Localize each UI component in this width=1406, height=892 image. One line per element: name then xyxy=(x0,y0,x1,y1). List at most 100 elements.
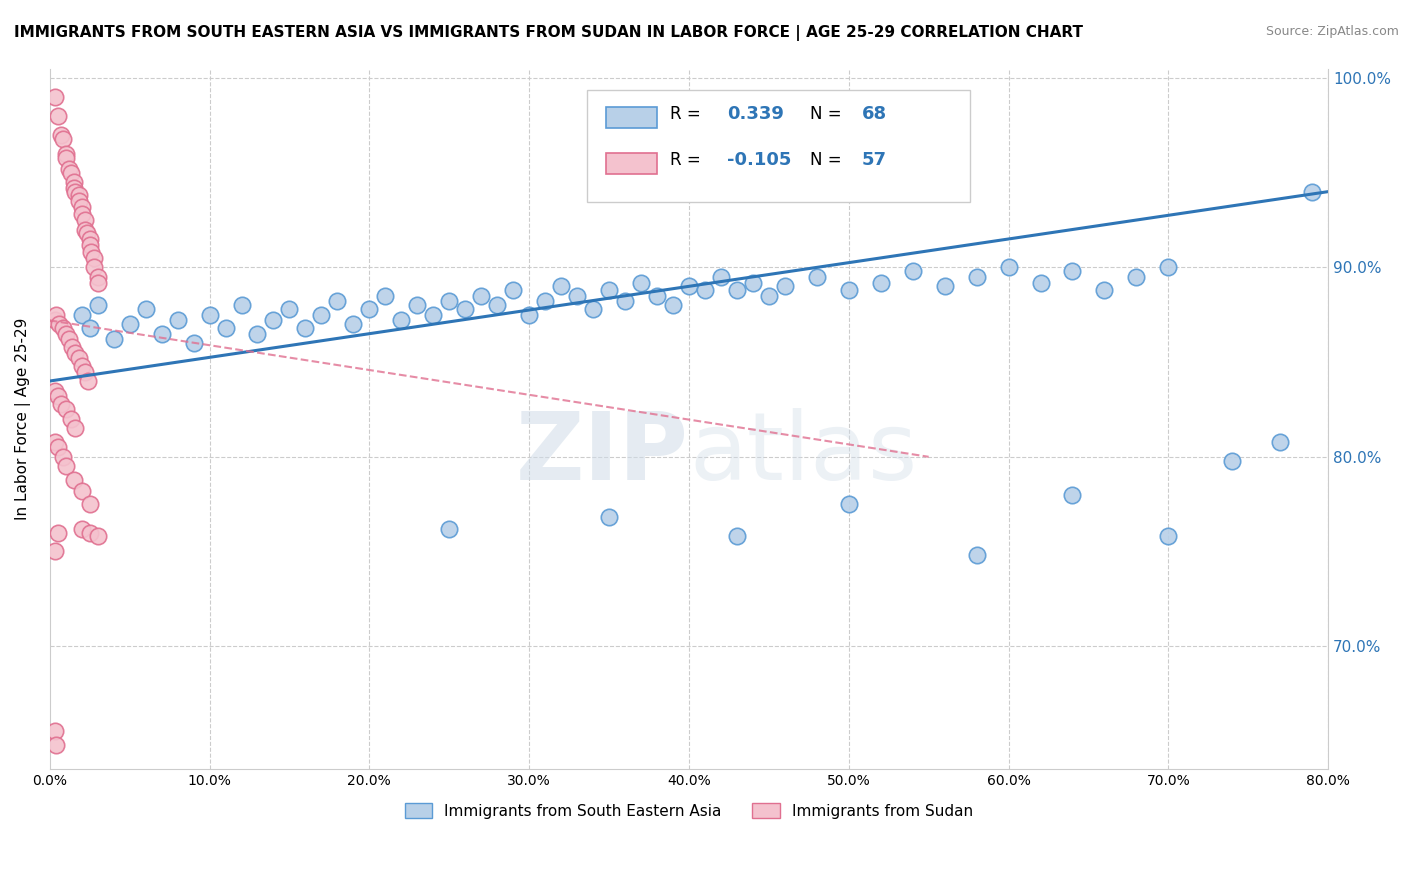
Point xyxy=(65,345,87,359)
Point xyxy=(198,308,221,322)
Legend: Immigrants from South Eastern Asia, Immigrants from Sudan: Immigrants from South Eastern Asia, Immi… xyxy=(398,797,980,825)
Point xyxy=(630,276,652,290)
Point xyxy=(406,298,429,312)
Text: N =: N = xyxy=(810,151,848,169)
Point xyxy=(901,264,924,278)
Point xyxy=(46,109,69,123)
Point xyxy=(79,497,101,511)
Point xyxy=(135,301,157,316)
Point xyxy=(83,260,105,275)
Point xyxy=(83,251,105,265)
Point xyxy=(838,283,860,297)
Point xyxy=(502,283,524,297)
Point xyxy=(1029,276,1052,290)
Point xyxy=(73,222,96,236)
Point xyxy=(59,412,82,426)
Y-axis label: In Labor Force | Age 25-29: In Labor Force | Age 25-29 xyxy=(15,318,31,520)
Point xyxy=(422,308,444,322)
Text: IMMIGRANTS FROM SOUTH EASTERN ASIA VS IMMIGRANTS FROM SUDAN IN LABOR FORCE | AGE: IMMIGRANTS FROM SOUTH EASTERN ASIA VS IM… xyxy=(14,25,1083,41)
Point xyxy=(55,459,77,474)
Point xyxy=(517,308,540,322)
Point xyxy=(70,483,93,498)
Point xyxy=(51,321,73,335)
Point xyxy=(1220,453,1243,467)
Point xyxy=(48,317,70,331)
Point xyxy=(1157,260,1180,275)
Point xyxy=(55,326,77,341)
Point xyxy=(62,181,84,195)
Point xyxy=(263,313,285,327)
Point xyxy=(86,298,108,312)
Point xyxy=(678,279,700,293)
Text: 68: 68 xyxy=(862,105,887,123)
Point xyxy=(55,402,77,417)
Point xyxy=(565,289,588,303)
Point xyxy=(118,317,141,331)
Point xyxy=(60,340,83,354)
Point xyxy=(966,269,988,284)
Point xyxy=(70,522,93,536)
Point xyxy=(806,269,828,284)
Point xyxy=(65,421,87,435)
Point xyxy=(44,434,66,449)
Text: 0.339: 0.339 xyxy=(727,105,785,123)
Point xyxy=(869,276,891,290)
Point xyxy=(62,175,84,189)
Point xyxy=(598,510,620,524)
Point xyxy=(86,269,108,284)
Point xyxy=(58,332,80,346)
Point xyxy=(65,185,87,199)
Point xyxy=(326,294,349,309)
Point xyxy=(645,289,668,303)
Bar xyxy=(606,153,657,174)
Point xyxy=(51,131,73,145)
Point xyxy=(1062,264,1084,278)
Point xyxy=(1094,283,1116,297)
Point xyxy=(311,308,333,322)
Point xyxy=(710,269,733,284)
Point xyxy=(470,289,492,303)
Point xyxy=(86,529,108,543)
Point xyxy=(246,326,269,341)
Point xyxy=(103,332,125,346)
Point xyxy=(46,525,69,540)
Point xyxy=(45,738,67,752)
Point xyxy=(79,237,101,252)
Point xyxy=(79,321,101,335)
Bar xyxy=(606,107,657,128)
Point xyxy=(582,301,605,316)
Point xyxy=(67,194,90,208)
Point xyxy=(725,283,748,297)
Point xyxy=(67,351,90,366)
Point xyxy=(838,497,860,511)
Text: -0.105: -0.105 xyxy=(727,151,792,169)
Point xyxy=(454,301,477,316)
Text: N =: N = xyxy=(810,105,848,123)
Point xyxy=(486,298,509,312)
Point xyxy=(359,301,381,316)
Point xyxy=(44,90,66,104)
Point xyxy=(773,279,796,293)
Point xyxy=(1062,488,1084,502)
Point xyxy=(278,301,301,316)
Point xyxy=(86,276,108,290)
Point xyxy=(44,384,66,398)
Text: Source: ZipAtlas.com: Source: ZipAtlas.com xyxy=(1265,25,1399,38)
Point xyxy=(51,450,73,464)
Point xyxy=(439,294,461,309)
Point xyxy=(741,276,763,290)
Point xyxy=(294,321,316,335)
Point xyxy=(1157,529,1180,543)
Point xyxy=(67,188,90,202)
Point xyxy=(389,313,412,327)
Point xyxy=(55,146,77,161)
Point xyxy=(44,544,66,558)
Point xyxy=(997,260,1019,275)
Point xyxy=(231,298,253,312)
Text: ZIP: ZIP xyxy=(516,408,689,500)
Point xyxy=(59,166,82,180)
Point xyxy=(62,473,84,487)
Text: R =: R = xyxy=(669,151,706,169)
Point xyxy=(73,365,96,379)
Point xyxy=(49,128,72,142)
